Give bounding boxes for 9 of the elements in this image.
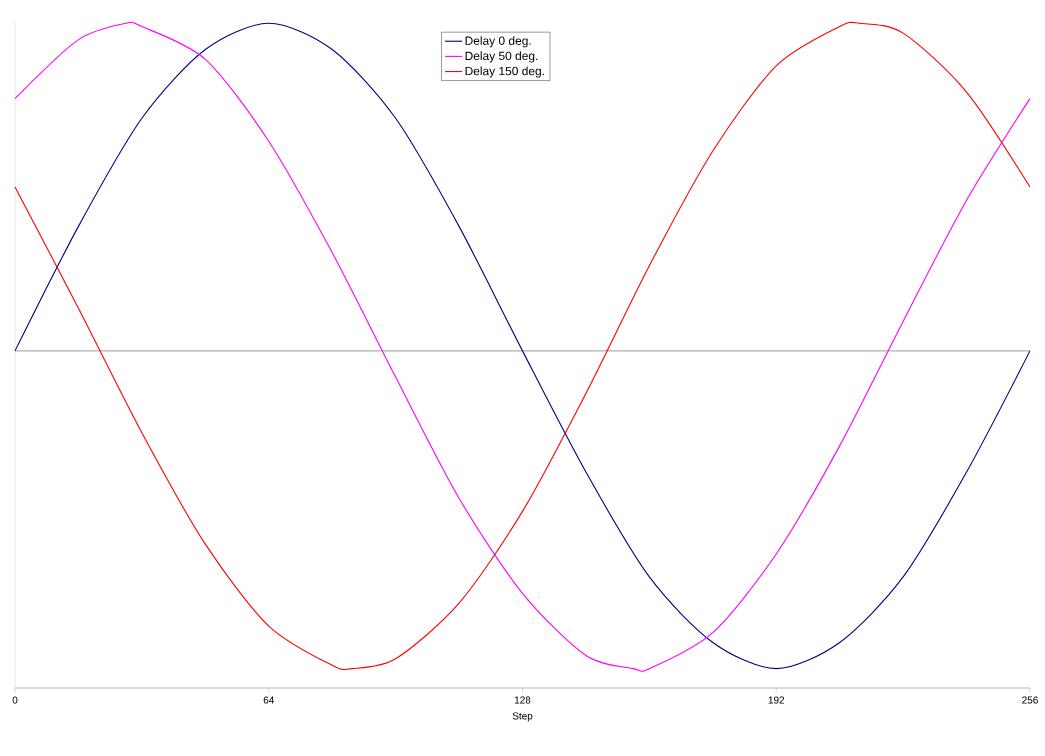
x-tick-label: 128 xyxy=(514,696,531,704)
x-tick-label: 64 xyxy=(263,696,274,704)
x-axis-title: Step xyxy=(512,712,533,722)
legend-label: Delay 150 deg. xyxy=(465,66,544,78)
x-tick-label: 256 xyxy=(1022,696,1038,704)
legend-label: Delay 0 deg. xyxy=(465,36,531,48)
legend-label: Delay 50 deg. xyxy=(465,51,538,63)
x-tick-label: 0 xyxy=(12,696,18,704)
x-tick-label: 192 xyxy=(768,696,785,704)
